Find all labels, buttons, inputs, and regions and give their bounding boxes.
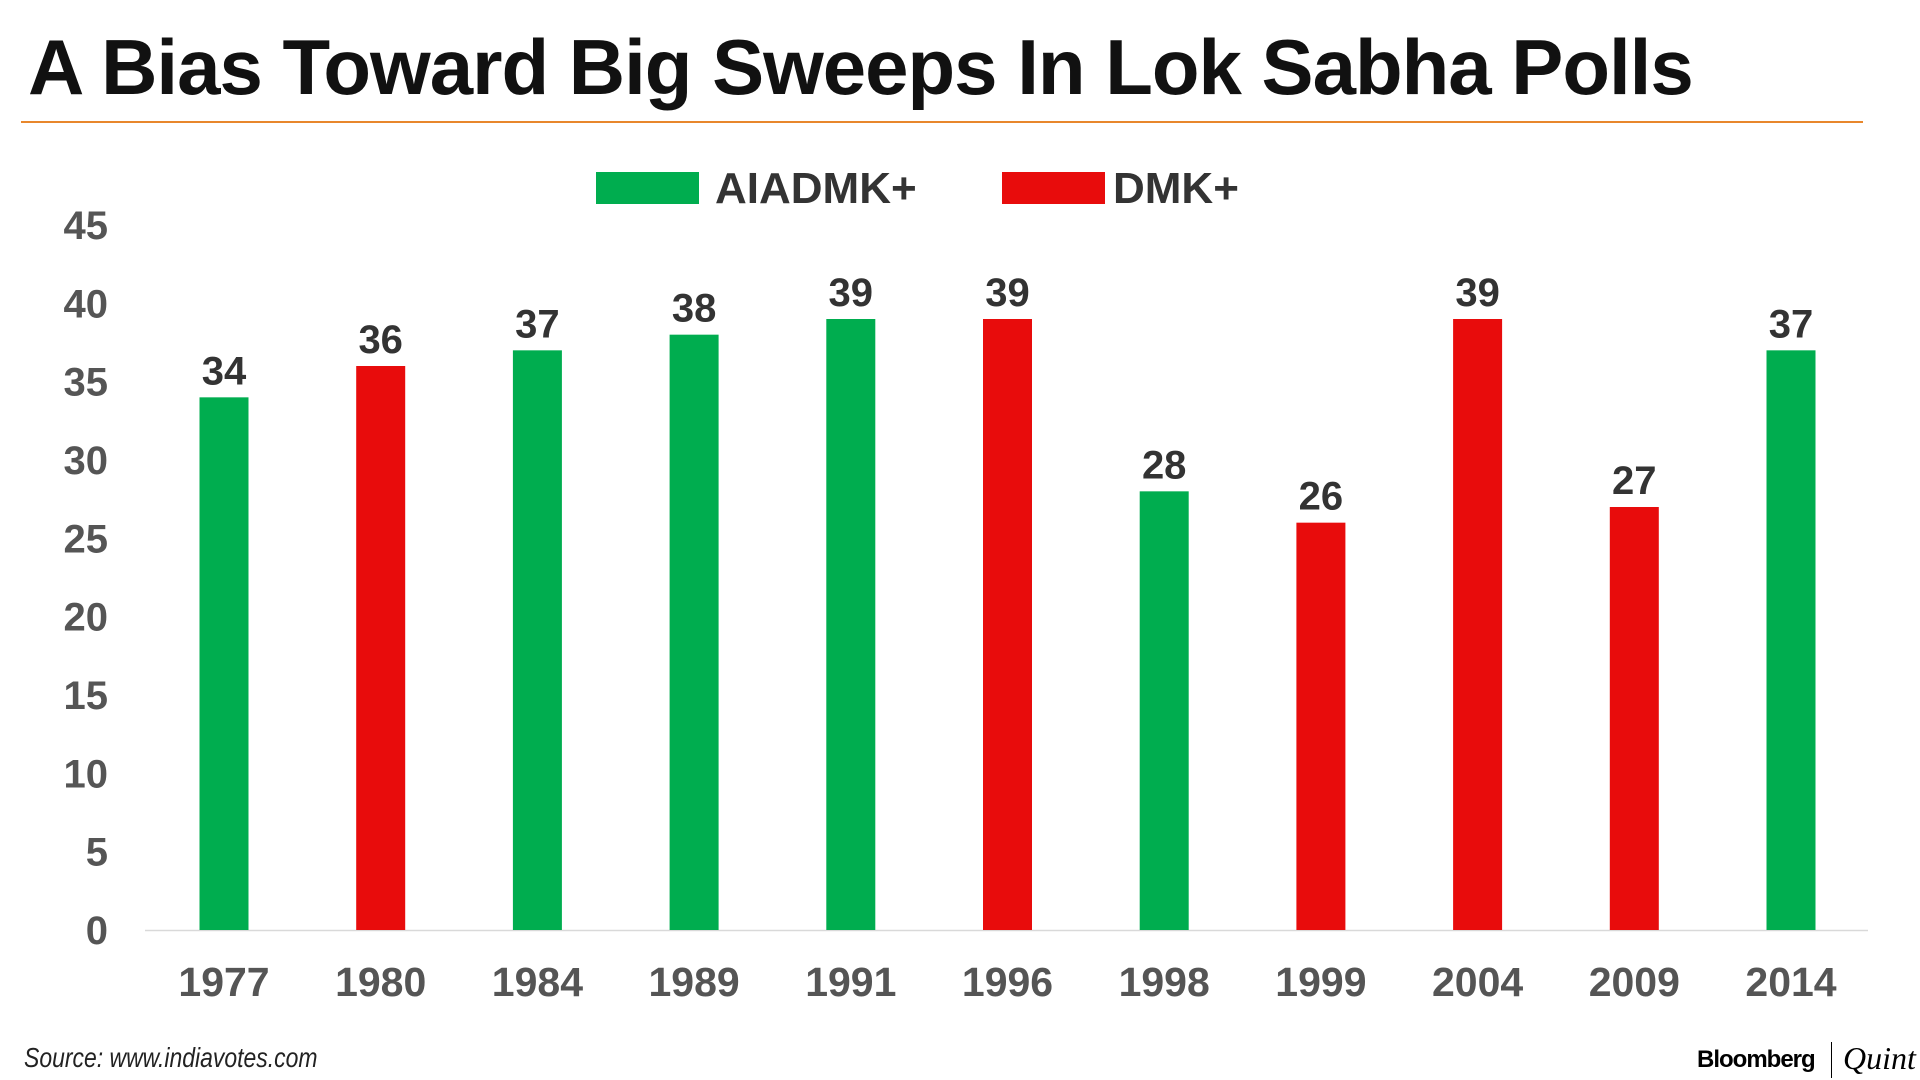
data-label: 39 [829,271,874,315]
x-tick-label: 1980 [335,959,426,1005]
data-label: 34 [202,349,247,393]
legend-label-dmk: DMK+ [1113,164,1239,213]
y-tick-label: 35 [64,361,109,405]
brand-separator [1831,1042,1832,1078]
brand-logo-bloomberg: Bloomberg [1697,1046,1816,1073]
x-tick-label: 1977 [178,959,269,1005]
data-label: 38 [672,287,717,331]
y-tick-label: 40 [64,282,109,326]
bar-2009 [1609,507,1659,930]
y-tick-label: 15 [64,674,109,718]
bar-2004 [1453,319,1503,930]
bar-1998 [1139,491,1189,930]
x-tick-label: 1999 [1275,959,1366,1005]
bar-1977 [199,397,249,930]
bar-2014 [1766,350,1816,930]
y-tick-label: 5 [86,831,108,875]
data-label: 27 [1612,459,1657,503]
title-divider [21,121,1863,123]
source-note: Source: www.indiavotes.com [24,1042,318,1073]
x-tick-label: 1991 [805,959,896,1005]
bar-1984 [512,350,562,930]
data-label: 39 [1455,271,1500,315]
y-tick-label: 10 [64,752,109,796]
x-tick-label: 1989 [648,959,739,1005]
legend-swatch-aiadmk [596,172,699,204]
data-label: 28 [1142,443,1187,487]
y-tick-label: 25 [64,517,109,561]
bar-1989 [669,334,719,931]
bar-1996 [983,319,1032,930]
bar-1980 [356,366,406,930]
x-tick-label: 1984 [492,959,583,1005]
y-tick-label: 30 [64,439,109,483]
legend-swatch-dmk [1002,172,1105,204]
data-label: 26 [1299,475,1344,519]
brand-logo-quint: Quint [1843,1040,1916,1076]
y-tick-label: 20 [64,596,109,640]
x-tick-label: 2004 [1432,959,1523,1005]
bar-1999 [1296,522,1346,930]
data-label: 37 [1769,302,1814,346]
data-label: 37 [515,302,560,346]
legend-label-aiadmk: AIADMK+ [715,164,917,213]
data-label: 36 [358,318,403,362]
y-tick-label: 45 [64,204,109,248]
x-tick-label: 1998 [1119,959,1210,1005]
data-label: 39 [985,271,1030,315]
x-tick-label: 2014 [1745,959,1836,1005]
x-tick-label: 2009 [1589,959,1680,1005]
y-tick-label: 0 [86,909,108,953]
chart-title: A Bias Toward Big Sweeps In Lok Sabha Po… [28,23,1694,111]
bar-1991 [826,319,876,930]
x-tick-label: 1996 [962,959,1053,1005]
